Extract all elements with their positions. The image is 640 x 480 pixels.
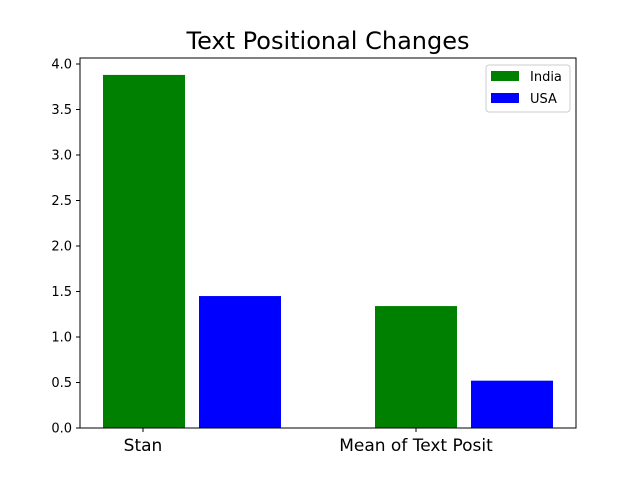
x-category-label: Mean of Text Posit — [339, 436, 493, 456]
y-tick-label: 0.5 — [51, 376, 72, 391]
y-tick-label: 1.5 — [51, 285, 72, 300]
legend-label-india: India — [530, 70, 562, 85]
legend-swatch-usa — [491, 93, 519, 103]
y-tick-label: 2.0 — [51, 240, 72, 255]
y-tick-label: 4.0 — [51, 58, 72, 73]
y-tick-label: 3.0 — [51, 149, 72, 164]
x-category-label: Stan — [124, 436, 163, 456]
y-axis: 0.0 0.5 1.0 1.5 2.0 2.5 3.0 3.5 4.0 — [51, 58, 80, 437]
chart-title: Text Positional Changes — [185, 27, 469, 55]
legend-label-usa: USA — [530, 92, 557, 107]
legend-swatch-india — [491, 71, 519, 81]
x-axis: Stan Mean of Text Posit — [124, 428, 493, 456]
y-tick-label: 0.0 — [51, 422, 72, 437]
bar-usa-1 — [199, 296, 281, 428]
bar-india-2 — [375, 306, 457, 428]
plot-frame — [79, 57, 577, 429]
y-tick-label: 3.5 — [51, 103, 72, 118]
bar-india-1 — [103, 74, 185, 429]
bar-usa-2 — [471, 380, 553, 428]
bars-group — [103, 74, 553, 429]
legend: India USA — [485, 64, 571, 113]
y-tick-label: 2.5 — [51, 194, 72, 209]
y-tick-label: 1.0 — [51, 331, 72, 346]
